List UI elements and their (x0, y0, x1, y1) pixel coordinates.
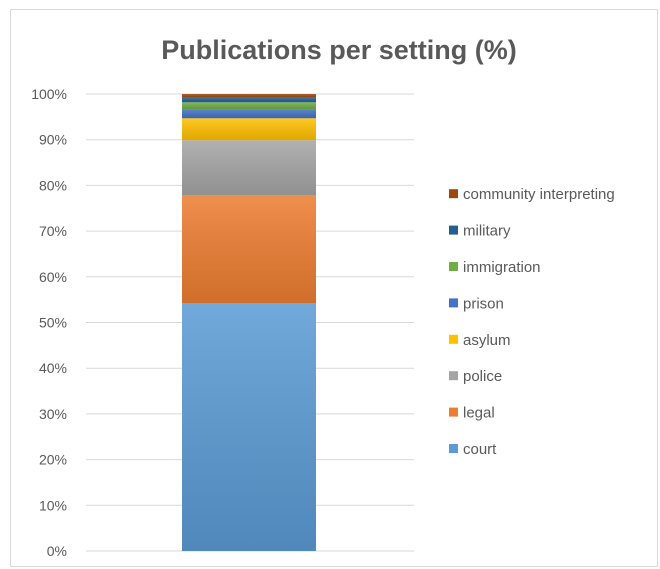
y-tick-label: 100% (31, 86, 67, 102)
legend-label: police (463, 368, 502, 385)
bar-segment-shade (182, 194, 316, 304)
legend-label: legal (463, 405, 495, 422)
legend: court legal police asylum prison immigration m… (449, 186, 615, 458)
y-tick-label: 90% (39, 132, 67, 148)
legend-swatch (449, 225, 458, 235)
legend-swatch (449, 444, 458, 453)
y-tick-label: 50% (39, 315, 67, 331)
y-tick-label: 10% (39, 497, 67, 513)
legend-label: prison (463, 295, 504, 312)
legend-label: court (463, 441, 497, 458)
bar-segment-shade (182, 140, 316, 195)
chart-frame (10, 9, 658, 567)
legend-label: community interpreting (463, 186, 615, 203)
y-axis-ticks: 0% 10% 20% 30% 40% 50% 60% 70% 80% 90% 100% (31, 86, 67, 559)
chart-title: Publications per setting (%) (161, 35, 517, 65)
bar-segment-shade (182, 94, 316, 98)
y-tick-label: 80% (39, 177, 67, 193)
legend-label: military (463, 223, 511, 240)
y-tick-label: 60% (39, 269, 67, 285)
legend-swatch (449, 298, 458, 308)
bar-segment-shade (182, 97, 316, 103)
legend-swatch (449, 371, 458, 381)
legend-swatch (449, 262, 458, 271)
bar-segment-shade (182, 118, 316, 141)
y-tick-label: 40% (39, 360, 67, 376)
bar-segment-shade (182, 102, 316, 110)
y-tick-label: 70% (39, 223, 67, 239)
legend-label: immigration (463, 259, 541, 276)
bar-segment-shade (182, 109, 316, 119)
y-tick-label: 0% (47, 543, 67, 559)
legend-swatch (449, 189, 458, 199)
legend-label: asylum (463, 332, 511, 349)
legend-swatch (449, 334, 458, 344)
stacked-bar (182, 94, 316, 551)
legend-swatch (449, 407, 458, 417)
y-tick-label: 30% (39, 406, 67, 422)
y-tick-label: 20% (39, 452, 67, 468)
bar-segment-shade (182, 303, 316, 551)
